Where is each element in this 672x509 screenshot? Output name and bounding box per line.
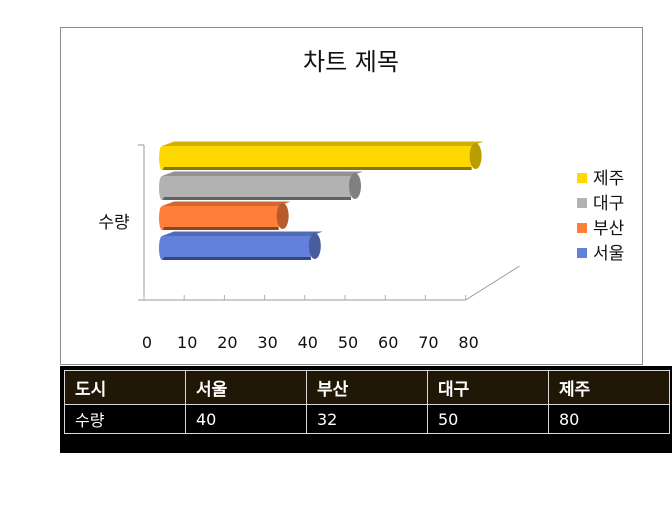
data-table: 도시 서울 부산 대구 제주 수량 40 32 50 80 [64, 370, 670, 434]
bar-start-cap [159, 146, 165, 170]
x-tick-label: 50 [338, 333, 358, 352]
bar-대구 [159, 171, 363, 200]
bar-end-cap [469, 143, 482, 169]
bar-front-face [162, 236, 311, 260]
chart-title: 차트 제목 [303, 48, 399, 76]
chart-bars [159, 141, 484, 260]
table-cell: 32 [306, 404, 428, 434]
y-axis-label: 수량 [98, 213, 130, 233]
data-table-panel: 도시 서울 부산 대구 제주 수량 40 32 50 80 [60, 366, 672, 453]
x-tick-label: 80 [458, 333, 478, 352]
bar-end-cap [349, 173, 361, 199]
table-cell: 50 [427, 404, 549, 434]
x-tick-label: 60 [378, 333, 398, 352]
table-header-row: 도시 서울 부산 대구 제주 [64, 370, 670, 405]
legend-label: 서울 [593, 244, 624, 264]
bar-bottom-edge [162, 257, 311, 260]
bar-start-cap [159, 236, 165, 260]
bar-top-face [162, 231, 323, 236]
floor-depth-line [465, 265, 520, 301]
legend-swatch [577, 223, 587, 233]
bar-end-cap [276, 203, 289, 229]
bar-front-face [162, 206, 279, 230]
bar-bottom-edge [162, 167, 472, 170]
legend-swatch [577, 248, 587, 258]
bar-top-face [162, 141, 484, 146]
table-cell: 40 [185, 404, 307, 434]
bar-top-face [162, 171, 363, 176]
bar-start-cap [159, 206, 165, 230]
bar-start-cap [159, 176, 165, 200]
chart-axes [138, 144, 520, 301]
legend-label: 대구 [593, 194, 624, 214]
bar-부산 [159, 201, 291, 230]
x-tick-label: 40 [298, 333, 318, 352]
x-tick-label: 20 [217, 333, 237, 352]
table-header-cell: 부산 [306, 370, 428, 405]
bar-bottom-edge [162, 227, 279, 230]
legend-label: 부산 [593, 219, 625, 239]
x-tick-label: 30 [257, 333, 277, 352]
table-cell: 수량 [64, 404, 186, 434]
bar-end-cap [308, 233, 321, 259]
bar-서울 [159, 231, 323, 260]
x-axis-tick-labels: 0 10 20 30 40 50 60 70 80 [142, 333, 479, 352]
legend-label: 제주 [593, 169, 624, 189]
legend-swatch [577, 173, 587, 183]
bar-제주 [159, 141, 484, 170]
bar-front-face [162, 176, 351, 200]
x-tick-label: 0 [142, 333, 152, 352]
x-tick-label: 10 [177, 333, 197, 352]
table-header-cell: 제주 [548, 370, 670, 405]
table-header-cell: 서울 [185, 370, 307, 405]
bar-bottom-edge [162, 197, 351, 200]
bar-top-face [162, 201, 291, 206]
table-header-cell: 대구 [427, 370, 549, 405]
table-header-cell: 도시 [64, 370, 186, 405]
bar-front-face [162, 146, 472, 170]
legend-swatch [577, 198, 587, 208]
x-tick-label: 70 [418, 333, 438, 352]
table-row: 수량 40 32 50 80 [64, 404, 670, 434]
table-cell: 80 [548, 404, 670, 434]
